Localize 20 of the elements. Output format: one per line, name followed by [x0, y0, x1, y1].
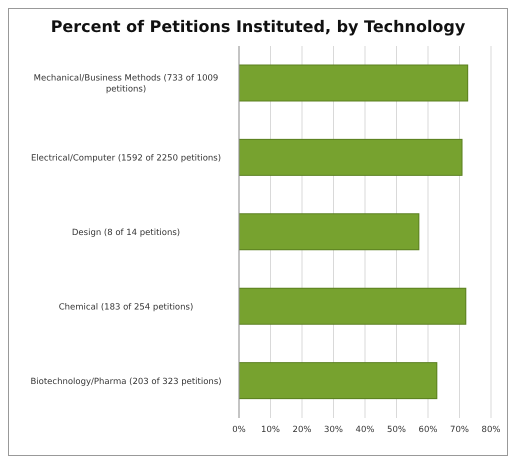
x-tick-label: 30% [324, 425, 343, 436]
y-tick-label: Electrical/Computer (1592 of 2250 petitions) [30, 154, 222, 164]
y-tick-label: Design (8 of 14 petitions) [72, 228, 180, 238]
x-tick-label: 40% [356, 425, 374, 436]
chart-title: Percent of Petitions Instituted, by Technology [50, 17, 466, 36]
bar [239, 138, 463, 176]
bar [239, 64, 468, 102]
bar [239, 362, 438, 400]
bar [239, 213, 420, 250]
x-tick-label: 60% [418, 425, 438, 436]
x-tick-label: 50% [387, 425, 406, 436]
x-tick-label: 20% [292, 425, 312, 436]
y-tick-label: Mechanical/Business Methods (733 of 1009 petitions) [34, 74, 218, 95]
x-tick-label: 80% [482, 425, 500, 436]
x-tick-label: 0% [232, 425, 246, 436]
bar [239, 288, 466, 325]
y-tick-label: Biotechnology/Pharma (203 of 323 petitions) [30, 376, 222, 387]
y-tick-label: Chemical (183 of 254 petitions) [58, 302, 194, 312]
x-tick-label: 70% [450, 425, 469, 436]
x-tick-label: 10% [261, 425, 280, 436]
